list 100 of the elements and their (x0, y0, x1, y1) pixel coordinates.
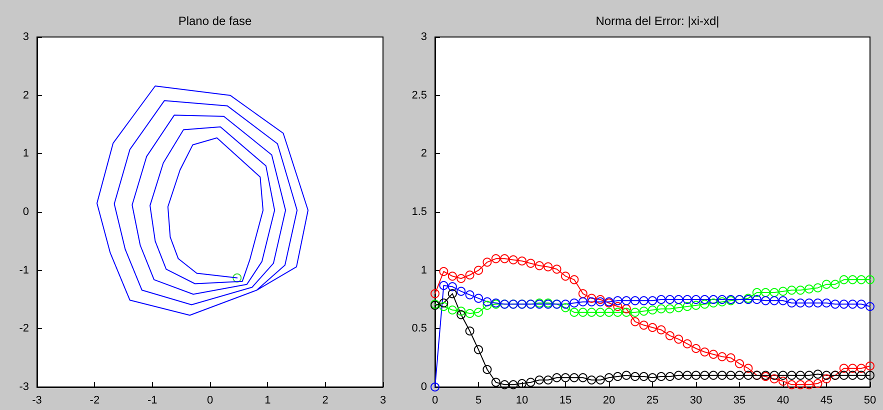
point (839, 370, 848, 380)
x-tick-label: 45 (820, 394, 833, 406)
y-tick-label: 3 (22, 31, 29, 43)
point (708, 298, 718, 308)
point (761, 296, 770, 306)
point (448, 272, 457, 281)
point (630, 308, 640, 317)
point (718, 370, 727, 380)
point (770, 288, 779, 297)
point (587, 376, 596, 384)
point (708, 370, 718, 380)
point (752, 288, 762, 297)
point (866, 275, 874, 284)
point (482, 297, 492, 306)
point (674, 334, 684, 344)
point (561, 272, 570, 281)
x-tick-label: 1 (264, 394, 271, 406)
point (622, 308, 631, 317)
point (465, 290, 474, 300)
point (682, 370, 692, 380)
x-tick-label: 5 (475, 394, 482, 406)
point (500, 380, 510, 390)
point (534, 376, 544, 384)
point (518, 256, 526, 266)
point (866, 302, 874, 311)
point (822, 370, 831, 380)
point (526, 378, 536, 387)
y-tick-label: 3 (420, 31, 427, 43)
point (856, 364, 866, 373)
point (474, 294, 483, 303)
point (622, 370, 631, 380)
y-tick-label: -1 (19, 264, 29, 276)
y-tick-label: 2 (22, 89, 29, 102)
point (744, 364, 753, 373)
x-tick-label: -2 (90, 394, 100, 406)
point (648, 296, 657, 306)
point (508, 255, 518, 264)
point (682, 295, 692, 304)
x-tick-label: -1 (147, 394, 158, 406)
point (578, 289, 588, 298)
point (682, 302, 692, 311)
point (648, 306, 657, 314)
point (674, 370, 684, 380)
x-tick-label: 10 (516, 394, 528, 406)
point (665, 304, 674, 314)
point (700, 295, 710, 304)
point (856, 370, 866, 380)
point (770, 374, 779, 384)
point (866, 370, 874, 380)
y-tick-label: 1.5 (412, 206, 427, 218)
point (718, 295, 727, 304)
point (770, 370, 779, 380)
point (822, 280, 831, 289)
point (534, 261, 544, 270)
point (839, 275, 848, 284)
point (665, 372, 674, 381)
point (456, 306, 466, 316)
y-tick-label: 0 (22, 206, 29, 218)
point (726, 353, 736, 362)
point (822, 298, 831, 308)
point (491, 254, 500, 264)
point (700, 370, 710, 380)
point (570, 373, 579, 382)
point (482, 365, 492, 374)
point (735, 370, 744, 380)
point (604, 373, 614, 382)
point (787, 298, 796, 308)
point (665, 295, 674, 304)
point (839, 300, 848, 309)
point (596, 308, 605, 317)
x-tick-label: 50 (864, 394, 876, 406)
point (639, 306, 648, 316)
y-tick-label: -3 (19, 381, 29, 393)
point (482, 258, 492, 267)
point (439, 281, 448, 290)
point (848, 364, 858, 373)
point (839, 364, 848, 373)
point (544, 262, 553, 272)
point (570, 275, 579, 284)
x-tick-label: -3 (32, 394, 42, 406)
point (674, 295, 684, 304)
point (813, 298, 822, 308)
point (813, 379, 822, 388)
point (813, 370, 822, 379)
point (474, 266, 483, 275)
point (587, 308, 596, 317)
point (552, 373, 562, 382)
point (482, 300, 492, 310)
point (692, 370, 700, 380)
point (578, 308, 588, 317)
point (770, 296, 779, 306)
point (692, 300, 700, 310)
point (796, 380, 805, 390)
x-tick-label: 0 (432, 394, 438, 406)
x-tick-label: 0 (206, 394, 214, 406)
point (813, 283, 822, 292)
point (561, 300, 570, 309)
point (700, 300, 710, 309)
x-tick-label: 25 (646, 394, 659, 406)
point (465, 309, 474, 318)
